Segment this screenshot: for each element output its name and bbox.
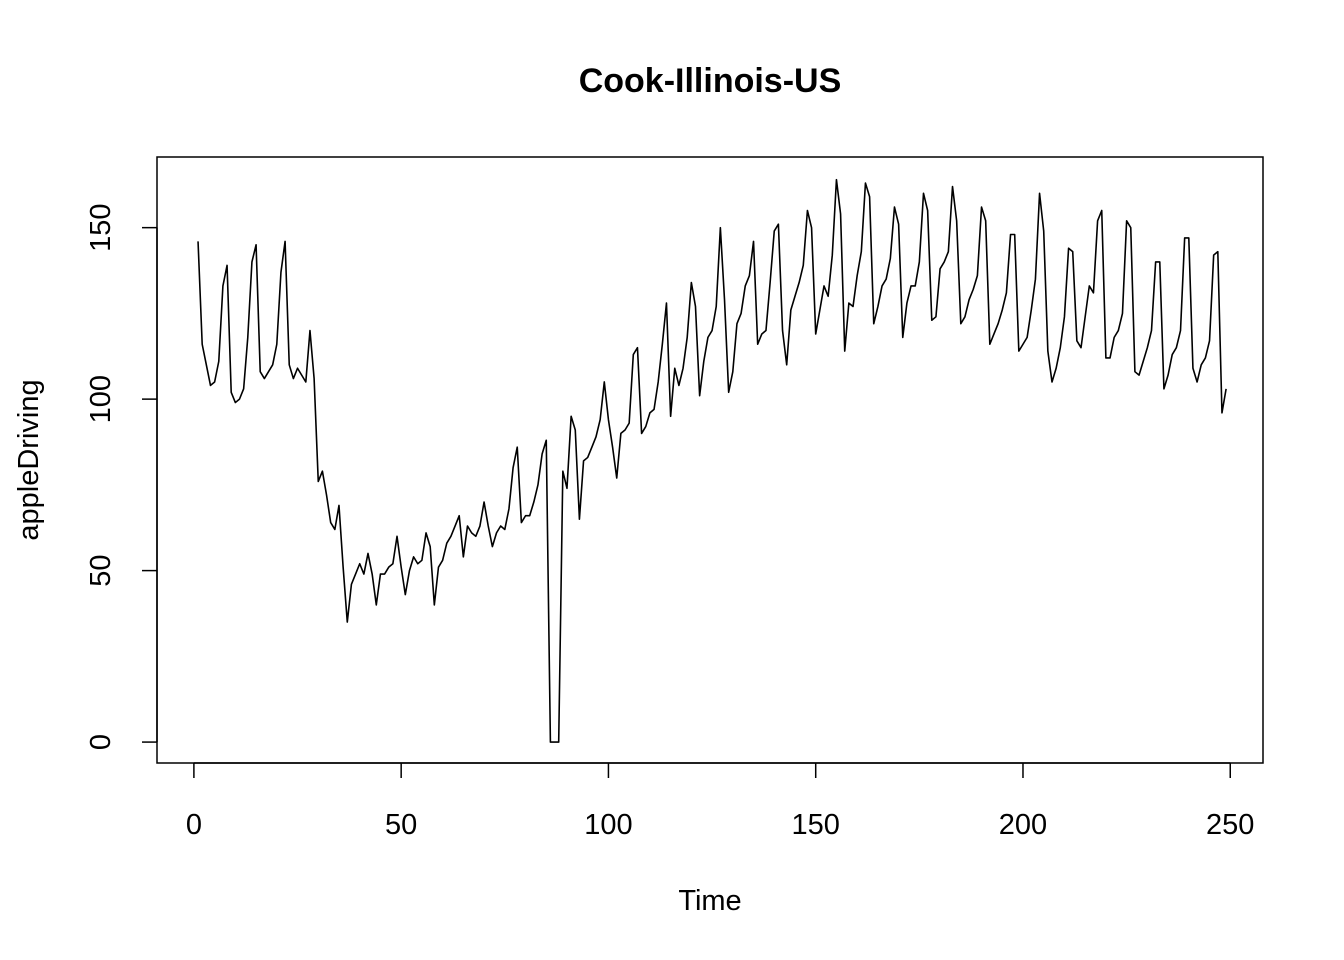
chart-title: Cook-Illinois-US <box>579 62 842 100</box>
x-axis-label: Time <box>678 885 741 917</box>
x-tick-label: 50 <box>385 809 417 841</box>
x-tick-label: 100 <box>584 809 632 841</box>
y-axis: 0 50 100 150 <box>85 203 158 750</box>
y-tick-label: 100 <box>85 375 117 423</box>
y-axis-label: appleDriving <box>13 379 45 540</box>
x-tick-label: 0 <box>186 809 202 841</box>
plot-frame <box>156 156 1264 764</box>
y-tick-label: 150 <box>85 203 117 251</box>
x-tick-label: 200 <box>999 809 1047 841</box>
y-tick-label: 50 <box>85 554 117 586</box>
x-tick-label: 250 <box>1206 809 1254 841</box>
x-axis: 0 50 100 150 200 250 <box>186 762 1254 841</box>
series-line <box>197 178 1227 743</box>
x-tick-label: 150 <box>792 809 840 841</box>
y-tick-label: 0 <box>85 734 117 750</box>
